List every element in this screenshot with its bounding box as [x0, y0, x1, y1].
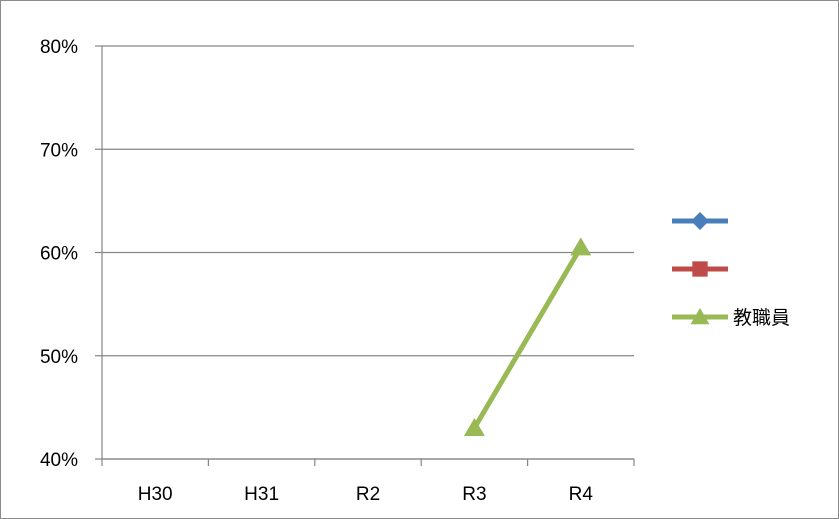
- x-tick-label-1: H31: [244, 484, 279, 505]
- series: [463, 237, 592, 437]
- x-tick-label-0: H30: [138, 484, 173, 505]
- y-axis-tick-labels: 40% 50% 60% 70% 80%: [40, 37, 78, 471]
- x-axis-tick-labels: H30 H31 R2 R3 R4: [138, 484, 594, 505]
- y-tick-label-3: 70%: [40, 140, 78, 161]
- axes: [95, 45, 635, 466]
- legend: 教職員: [672, 212, 790, 329]
- y-tick-label-4: 80%: [40, 37, 78, 58]
- legend-entry-2: 教職員: [672, 307, 790, 329]
- y-tick-label-0: 40%: [40, 450, 78, 471]
- x-tick-label-2: R2: [356, 484, 380, 505]
- legend-marker-1: [692, 261, 708, 277]
- series-2: [463, 237, 592, 437]
- legend-label-2: 教職員: [733, 307, 790, 329]
- series-2-point-3: [463, 418, 485, 437]
- legend-marker-2: [690, 308, 710, 325]
- y-tick-label-2: 60%: [40, 244, 78, 265]
- legend-entry-1: [672, 261, 728, 277]
- series-2-line: [472, 246, 583, 430]
- legend-entry-0: [672, 212, 728, 230]
- series-2-point-4: [570, 237, 592, 256]
- y-tick-label-1: 50%: [40, 347, 78, 368]
- x-tick-label-4: R4: [569, 484, 594, 505]
- gridlines: [102, 45, 634, 460]
- legend-marker-0: [691, 212, 709, 230]
- x-tick-label-3: R3: [462, 484, 486, 505]
